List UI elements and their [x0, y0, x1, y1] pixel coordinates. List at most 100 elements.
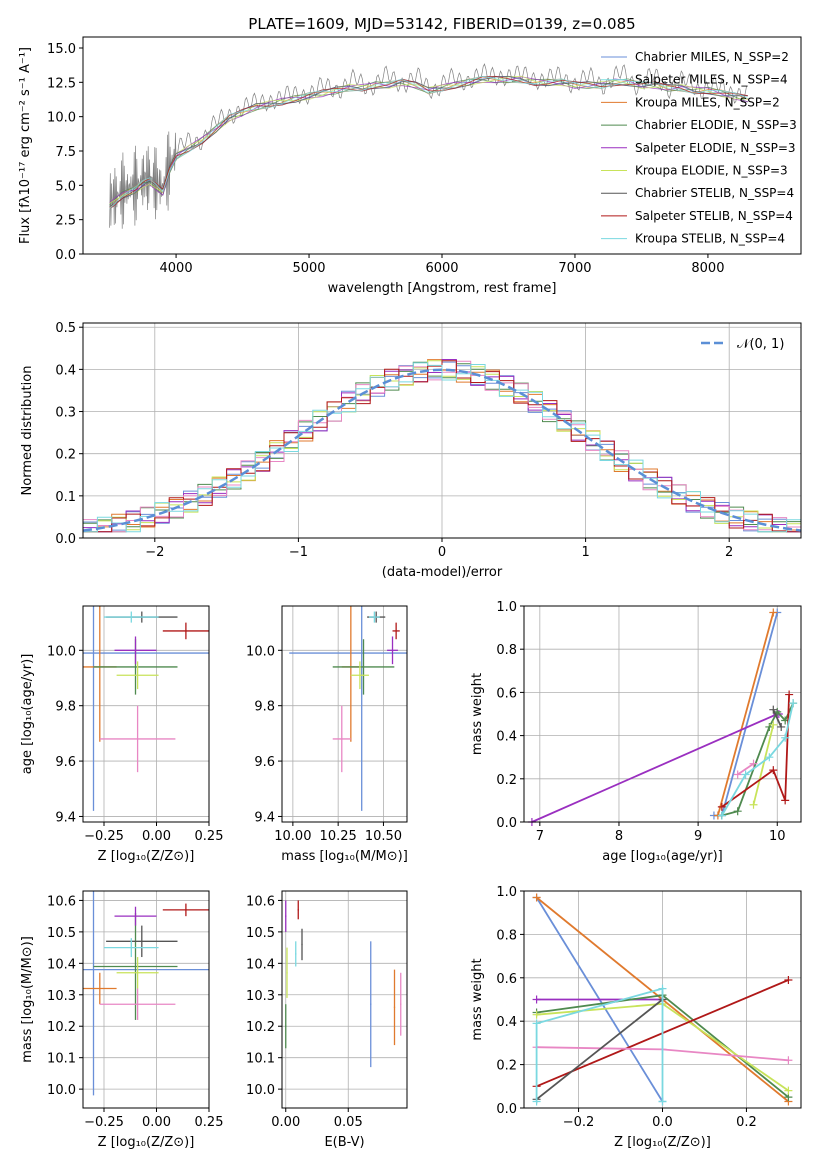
- weight-marker: [749, 759, 758, 768]
- y-tick-label: 10.0: [246, 1083, 275, 1098]
- weight-marker: [733, 770, 742, 779]
- weight-line-4: [752, 724, 775, 805]
- x-tick-label: 4000: [160, 261, 193, 276]
- weight-marker: [733, 807, 742, 816]
- model-line-3: [109, 78, 748, 206]
- axes-frame: [82, 890, 210, 1109]
- y-axis-label: mass weight: [470, 958, 485, 1040]
- x-tick-label: 0.0: [652, 1115, 673, 1130]
- x-tick-label: −2: [145, 545, 164, 560]
- legend-label: Chabrier ELODIE, N_SSP=3: [635, 118, 797, 132]
- weight-line-2: [531, 713, 779, 823]
- weight-marker: [777, 722, 786, 731]
- x-tick-label: 0: [438, 545, 446, 560]
- weight-marker: [532, 1010, 541, 1019]
- x-tick-label: 9: [694, 829, 702, 844]
- legend-label: Chabrier STELIB, N_SSP=4: [635, 186, 794, 200]
- y-tick-label: 10.0: [47, 644, 76, 659]
- weight-line-3: [721, 702, 794, 817]
- legend-label: Salpeter ELODIE, N_SSP=3: [635, 141, 796, 155]
- x-tick-label: 2: [725, 545, 733, 560]
- y-tick-label: 0.6: [496, 972, 517, 987]
- x-tick-label: 7000: [558, 261, 591, 276]
- y-tick-label: 0.8: [496, 643, 517, 658]
- x-tick-label: 10: [769, 829, 786, 844]
- weight-marker: [532, 995, 541, 1004]
- histogram-step-7: [83, 362, 801, 533]
- y-tick-label: 9.8: [55, 700, 76, 715]
- weight-marker: [784, 1086, 793, 1095]
- y-tick-label: 0.2: [55, 448, 76, 463]
- histogram-step-6: [83, 360, 801, 533]
- legend-label: 𝒩(0, 1): [737, 337, 784, 352]
- y-tick-label: 9.8: [254, 700, 275, 715]
- legend-label: Kroupa MILES, N_SSP=2: [635, 95, 780, 109]
- axes-frame: [82, 605, 210, 823]
- weight-line-8: [535, 987, 664, 1102]
- weight-marker: [781, 796, 790, 805]
- axes-frame: [281, 605, 408, 823]
- x-tick-label: 0.00: [142, 1115, 171, 1130]
- y-axis-label: Normed distribution: [20, 366, 35, 496]
- x-axis-label: wavelength [Angstrom, rest frame]: [328, 281, 557, 296]
- y-tick-label: 7.5: [55, 145, 76, 160]
- y-tick-label: 0.0: [55, 248, 76, 263]
- legend-label: Chabrier MILES, N_SSP=2: [635, 50, 789, 64]
- weight-marker: [532, 1019, 541, 1028]
- y-tick-label: 0.3: [55, 406, 76, 421]
- y-axis-label: mass [log₁₀(M/M⊙)]: [20, 936, 35, 1063]
- y-tick-label: 0.5: [55, 321, 76, 336]
- y-tick-label: 0.1: [55, 490, 76, 505]
- y-tick-label: 10.0: [47, 111, 76, 126]
- weight-marker: [658, 1097, 667, 1106]
- x-tick-label: 8: [615, 829, 623, 844]
- panel-residuals: 𝒩(0, 1) −2 −1 0 1 2 0.0 0.1 0.2 0.3 0.4 0.5 (data-mo…: [20, 321, 802, 580]
- y-tick-label: 0.4: [496, 730, 517, 745]
- weight-marker: [784, 975, 793, 984]
- y-tick-label: 0.4: [496, 1015, 517, 1030]
- legend-label: Salpeter STELIB, N_SSP=4: [635, 209, 793, 223]
- y-tick-label: 10.1: [47, 1052, 76, 1067]
- y-tick-label: 1.0: [496, 600, 517, 615]
- weight-line-1: [717, 612, 775, 816]
- y-tick-label: 10.6: [246, 894, 275, 909]
- legend-label: Kroupa STELIB, N_SSP=4: [635, 232, 785, 246]
- x-tick-label: 0.25: [195, 829, 224, 844]
- axes-frame: [281, 890, 408, 1109]
- weight-marker: [789, 699, 798, 708]
- x-axis-label: Z [log₁₀(Z/Z⊙)]: [98, 1135, 195, 1150]
- x-tick-label: 6000: [425, 261, 458, 276]
- x-tick-label: 10.25: [320, 829, 357, 844]
- y-tick-label: 10.5: [246, 926, 275, 941]
- panel-weight-vs-age: 7 8 9 10 0.0 0.2 0.4 0.6 0.8 1.0 age [log₁₀(age/yr…: [470, 600, 802, 864]
- weight-marker: [781, 733, 790, 742]
- y-tick-label: 10.3: [47, 989, 76, 1004]
- weight-line-5: [721, 694, 790, 808]
- x-tick-label: 0.25: [195, 1115, 224, 1130]
- y-tick-label: 0.6: [496, 686, 517, 701]
- panel-age-vs-Z: −0.25 0.00 0.25 9.4 9.6 9.8 10.0 Z [log₁₀(Z/Z⊙)…: [20, 605, 224, 864]
- y-tick-label: 10.0: [246, 644, 275, 659]
- x-tick-label: 5000: [292, 261, 325, 276]
- x-axis-label: E(B-V): [324, 1135, 364, 1150]
- y-tick-label: 5.0: [55, 179, 76, 194]
- weight-marker: [769, 705, 778, 714]
- weight-marker: [769, 720, 778, 729]
- y-tick-label: 9.6: [254, 755, 275, 770]
- x-tick-label: 0.2: [736, 1115, 757, 1130]
- y-tick-label: 0.0: [496, 816, 517, 831]
- model-line-7: [109, 75, 748, 210]
- y-axis-label: mass weight: [470, 673, 485, 755]
- y-tick-label: 0.2: [496, 1059, 517, 1074]
- panel-weight-vs-Z: −0.2 0.0 0.2 0.0 0.2 0.4 0.6 0.8 1.0 Z [log₁₀(Z/Z…: [470, 885, 802, 1150]
- y-tick-label: 10.6: [47, 894, 76, 909]
- y-tick-label: 10.4: [47, 957, 76, 972]
- x-tick-label: 0.00: [271, 1115, 300, 1130]
- x-tick-label: 10.00: [274, 829, 311, 844]
- y-tick-label: 9.6: [55, 755, 76, 770]
- weight-line-6: [737, 762, 755, 776]
- y-tick-label: 0.0: [496, 1102, 517, 1117]
- weight-marker: [769, 766, 778, 775]
- y-tick-label: 12.5: [47, 76, 76, 91]
